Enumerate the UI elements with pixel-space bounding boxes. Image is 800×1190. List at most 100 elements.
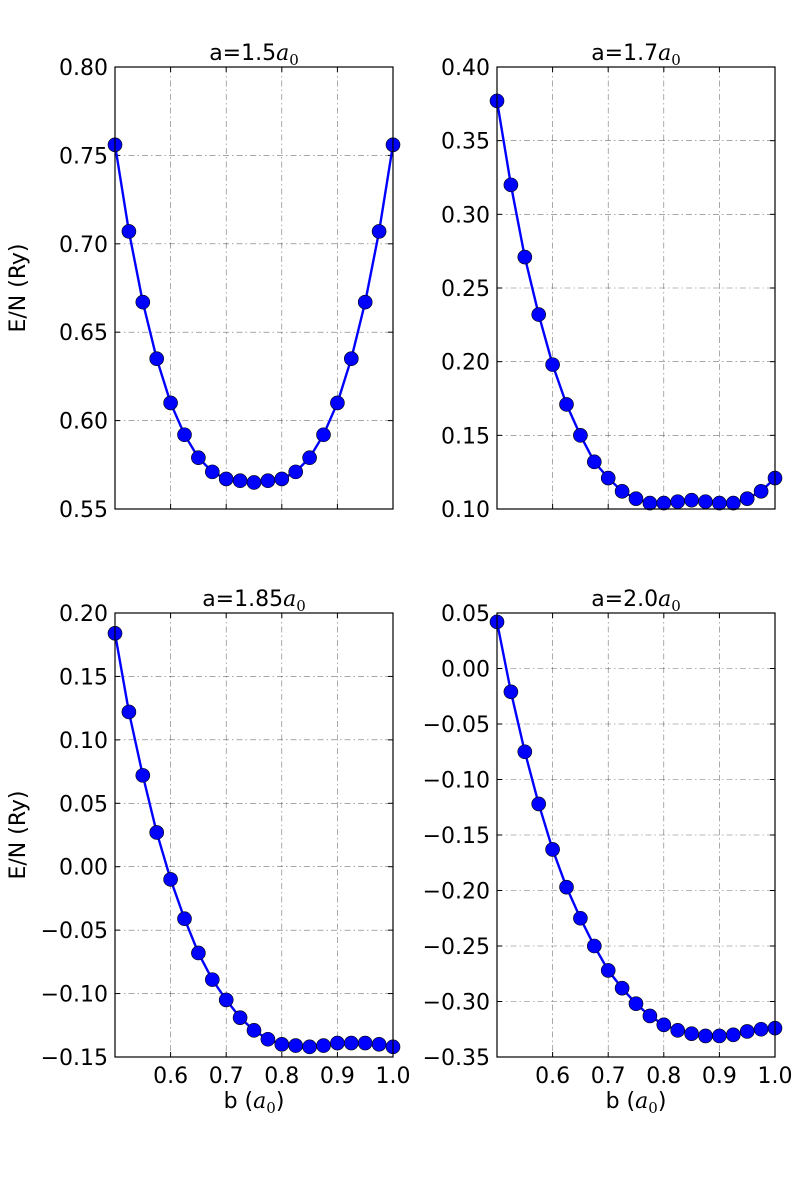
panel-1: 0.55 0.60 0.65 0.70 0.75 0.80 a=1.5a0 E/N (Ry) — [6, 41, 401, 523]
data-point — [642, 1008, 658, 1024]
data-point — [163, 395, 178, 411]
x-axis-title-subscript: 0 — [266, 1099, 276, 1117]
x-tick-label: 0.6 — [153, 1064, 188, 1089]
data-point — [316, 1038, 331, 1053]
data-point — [177, 911, 192, 927]
data-point — [302, 450, 317, 466]
y-tick-label: 0.00 — [59, 856, 108, 881]
data-point — [343, 1035, 359, 1051]
data-point — [656, 1017, 672, 1033]
data-point — [698, 1028, 713, 1044]
y-tick-label: 0.30 — [441, 203, 490, 228]
y-tick-label: −0.25 — [423, 935, 490, 960]
data-point — [149, 351, 164, 367]
y-tick-label: 0.10 — [59, 729, 108, 754]
y-tick-label: −0.10 — [423, 769, 490, 794]
data-point — [545, 357, 560, 372]
data-point — [739, 1024, 755, 1039]
panel-4: −0.35 −0.30 −0.25 −0.20 −0.15 −0.10 −0.05 0.00 0… — [423, 587, 793, 1117]
panel-title-subscript: 0 — [671, 51, 681, 69]
y-axis-title: E/N (Ry) — [6, 790, 31, 879]
panel-title-subscript: 0 — [296, 597, 306, 615]
data-point — [330, 395, 345, 411]
data-point — [330, 1035, 345, 1051]
x-tick-label: 0.7 — [209, 1064, 244, 1089]
data-point — [698, 494, 713, 509]
y-tick-label: −0.30 — [423, 991, 490, 1016]
data-point — [503, 177, 519, 193]
x-tick-label: 0.6 — [535, 1064, 570, 1089]
y-tick-label: −0.20 — [423, 880, 490, 905]
y-tick-label: 0.15 — [59, 665, 108, 690]
panel-2: 0.10 0.15 0.20 0.25 0.30 0.35 0.40 a=1.7a0 — [441, 41, 783, 523]
y-tick-label: −0.05 — [423, 713, 490, 738]
x-axis-title-symbol: a — [635, 1089, 648, 1114]
data-point — [371, 1037, 387, 1052]
data-point — [302, 1039, 317, 1055]
data-point — [177, 427, 192, 443]
x-axis-title-close: ) — [276, 1089, 285, 1114]
data-point — [712, 1028, 727, 1044]
plot-frame — [496, 612, 776, 1058]
data-point — [218, 471, 234, 487]
data-point — [191, 945, 206, 961]
y-tick-label: 0.05 — [59, 792, 108, 817]
series-line — [113, 633, 394, 1049]
data-point — [545, 842, 560, 857]
y-tick-label: −0.10 — [41, 983, 108, 1008]
data-point — [246, 1023, 262, 1038]
y-tick-label: 0.40 — [441, 56, 490, 81]
data-point — [191, 450, 206, 466]
y-tick-label: −0.15 — [423, 824, 490, 849]
y-axis-title: E/N (Ry) — [6, 243, 31, 332]
data-point — [316, 427, 331, 443]
data-point — [163, 872, 178, 887]
x-axis-title-text: b ( — [606, 1089, 636, 1114]
y-tick-label: 0.10 — [441, 498, 490, 523]
data-point — [343, 351, 359, 367]
data-point — [232, 1010, 248, 1025]
x-axis-title: b (a0) — [224, 1089, 285, 1117]
data-point — [670, 494, 686, 509]
data-point — [725, 495, 741, 511]
data-point — [739, 491, 755, 506]
data-point — [246, 475, 262, 490]
data-point — [586, 938, 602, 954]
panel-3: −0.15 −0.10 −0.05 0.00 0.05 0.10 0.15 0.20 0.6 0.… — [6, 587, 411, 1117]
data-point — [559, 879, 574, 895]
panel-title-text: a=1.7 — [591, 41, 658, 66]
data-point — [371, 224, 387, 239]
data-point — [656, 495, 672, 511]
y-tick-label: −0.15 — [41, 1046, 108, 1071]
y-tick-label: 0.15 — [441, 424, 490, 449]
data-point — [614, 484, 630, 499]
data-point — [684, 492, 699, 508]
x-tick-label: 1.0 — [376, 1064, 411, 1089]
y-tick-label: 0.70 — [59, 233, 108, 258]
data-point — [274, 471, 290, 487]
data-point — [357, 1035, 373, 1051]
data-point — [218, 992, 234, 1008]
series-line — [113, 144, 395, 484]
plot-frame — [496, 66, 776, 510]
data-point — [288, 464, 304, 480]
x-axis-title-symbol: a — [253, 1089, 266, 1114]
panel-title-subscript: 0 — [671, 597, 681, 615]
data-point — [503, 684, 519, 700]
panel-title-text: a=1.5 — [209, 41, 276, 66]
panel-title-symbol: a — [658, 587, 671, 612]
y-tick-label: −0.05 — [41, 919, 108, 944]
data-point — [573, 910, 588, 926]
plot-frame — [114, 66, 394, 510]
data-point — [232, 473, 248, 489]
data-point — [274, 1037, 290, 1052]
data-point — [121, 704, 137, 720]
x-tick-label: 0.8 — [264, 1064, 299, 1089]
data-point — [600, 470, 616, 486]
data-point — [670, 1023, 686, 1038]
series-line — [495, 621, 776, 1038]
panel-title-subscript: 0 — [289, 51, 299, 69]
data-point — [135, 294, 151, 310]
y-tick-label: 0.00 — [441, 658, 490, 683]
data-point — [586, 454, 602, 470]
